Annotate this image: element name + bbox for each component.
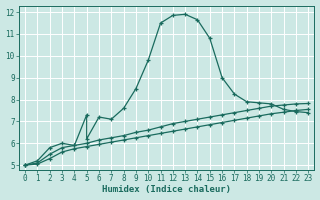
X-axis label: Humidex (Indice chaleur): Humidex (Indice chaleur)	[102, 185, 231, 194]
